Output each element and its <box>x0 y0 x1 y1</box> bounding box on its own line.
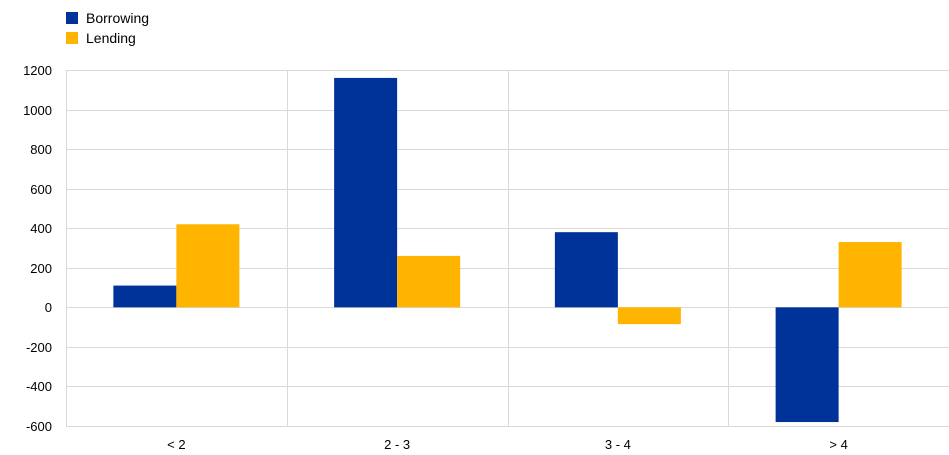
bar-borrowing <box>334 77 398 308</box>
y-tick-label: -600 <box>26 419 52 434</box>
legend-swatch-lending <box>66 32 78 44</box>
bars <box>113 77 902 423</box>
y-tick-label: 200 <box>30 261 52 276</box>
bar-borrowing <box>775 307 839 423</box>
bar-borrowing <box>113 285 177 308</box>
legend-label-lending: Lending <box>86 30 136 46</box>
bar-lending <box>397 255 461 308</box>
category-label: 3 - 4 <box>605 437 631 452</box>
x-axis-category-labels: < 2 2 - 3 3 - 4 > 4 <box>167 437 848 452</box>
y-tick-label: 400 <box>30 221 52 236</box>
category-label: < 2 <box>167 437 185 452</box>
legend-label-borrowing: Borrowing <box>86 10 149 26</box>
y-tick-label: -400 <box>26 379 52 394</box>
y-tick-label: 600 <box>30 182 52 197</box>
category-label: > 4 <box>829 437 847 452</box>
y-tick-label: 1200 <box>23 63 52 78</box>
bar-lending <box>617 307 681 325</box>
bar-lending <box>838 242 902 308</box>
y-tick-label: 800 <box>30 142 52 157</box>
legend-swatch-borrowing <box>66 12 78 24</box>
y-tick-label: 1000 <box>23 103 52 118</box>
y-axis-tick-labels: -600 -400 -200 0 200 400 600 800 1000 1200 <box>23 63 52 434</box>
y-tick-label: -200 <box>26 340 52 355</box>
legend: Borrowing Lending <box>66 10 149 46</box>
y-tick-label: 0 <box>45 300 52 315</box>
bar-lending <box>176 224 240 308</box>
category-label: 2 - 3 <box>384 437 410 452</box>
bar-borrowing <box>554 232 618 308</box>
